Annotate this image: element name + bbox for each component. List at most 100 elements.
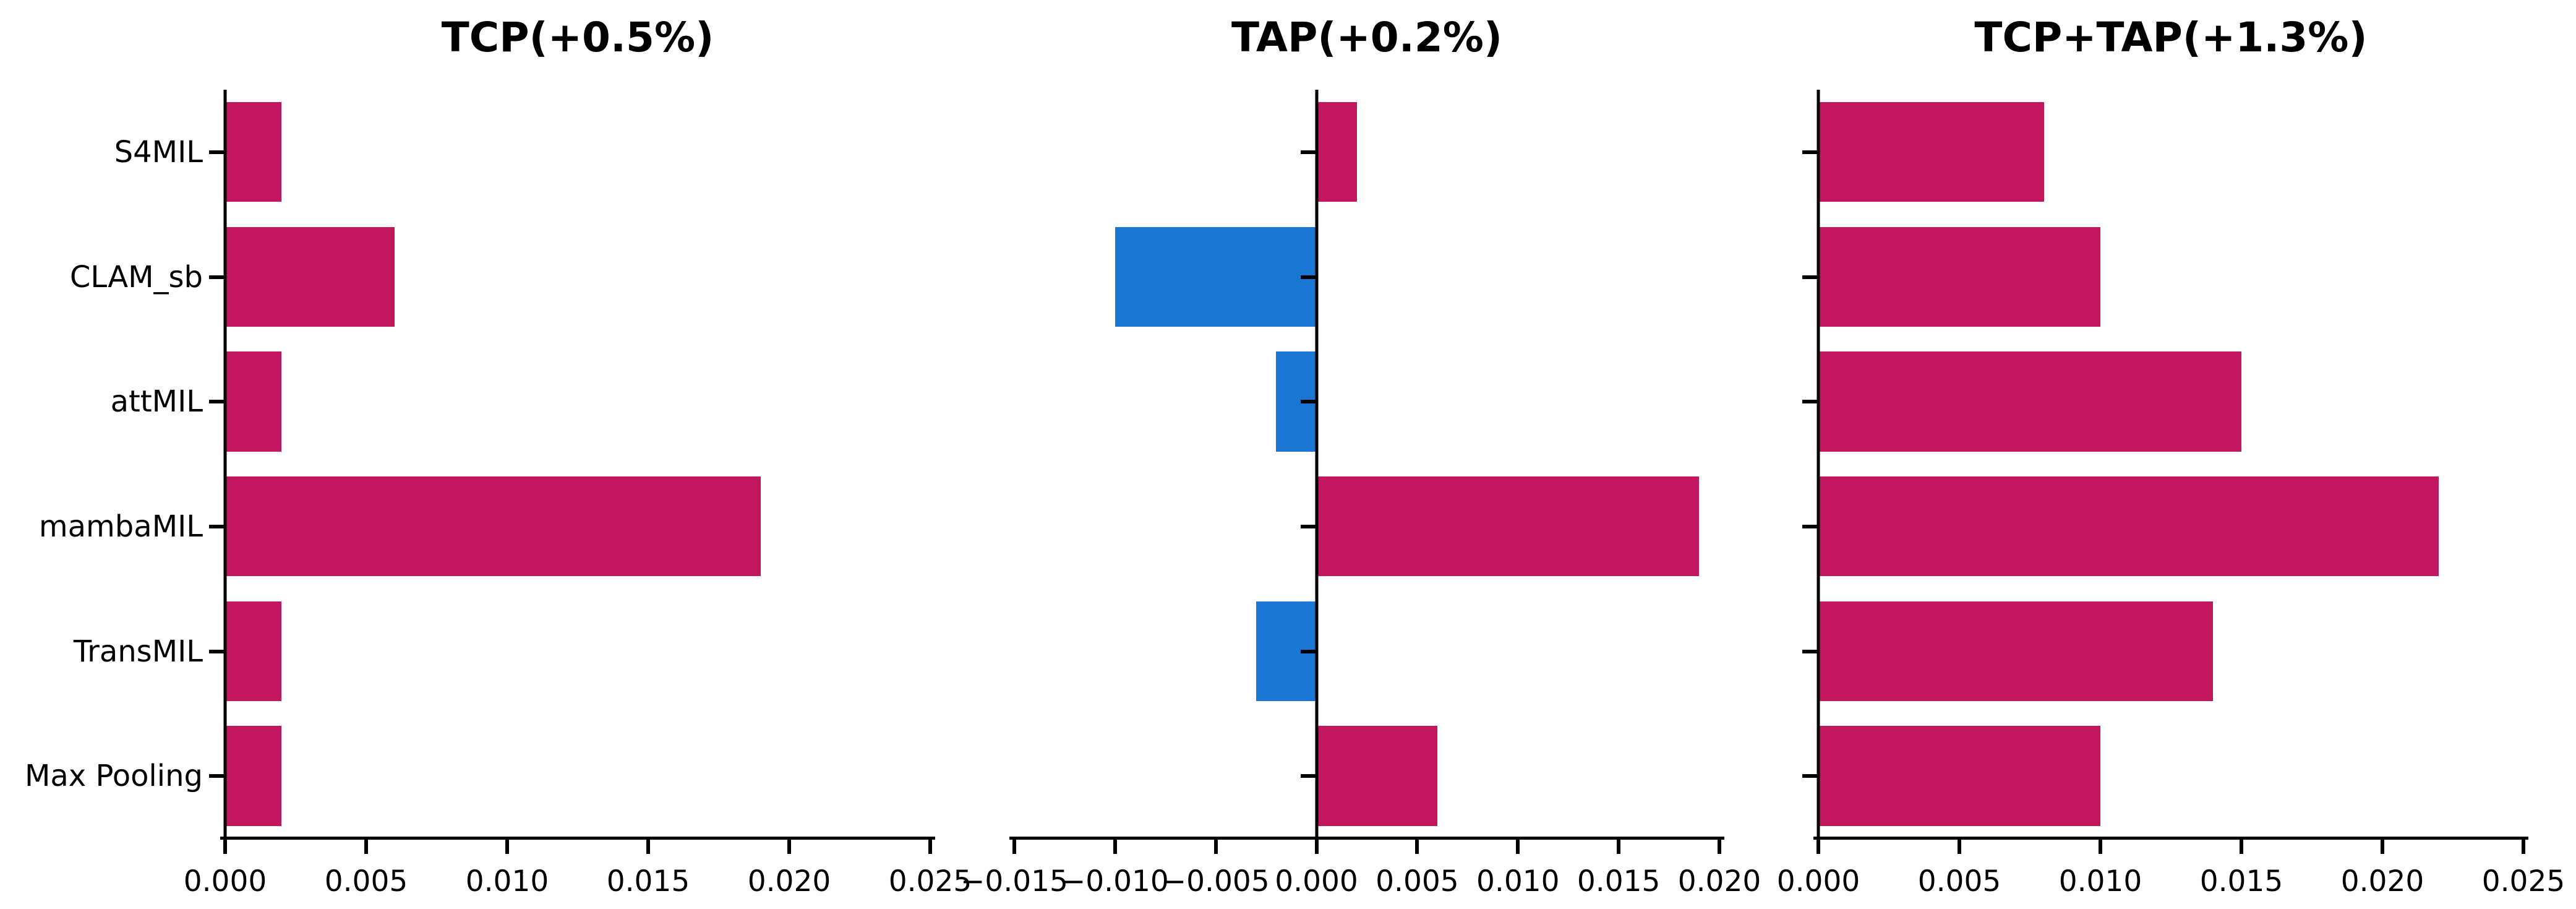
x-tick-label: 0.005: [1376, 864, 1459, 898]
y-tick: [1300, 524, 1317, 528]
bar-row-mambaMIL: [225, 464, 930, 589]
x-tick-label: 0.015: [1577, 864, 1661, 898]
bar-row-Max Pooling: [1818, 713, 2523, 838]
bar-row-S4MIL: [1014, 90, 1719, 215]
y-tick: [1300, 649, 1317, 653]
bar-attMIL: [1818, 351, 2241, 452]
bar-CLAM_sb: [1115, 226, 1317, 327]
x-tick: [1516, 839, 1520, 854]
x-tick-label: 0.020: [2340, 864, 2424, 898]
x-tick-label: 0.015: [2199, 864, 2283, 898]
x-tick: [2099, 839, 2102, 854]
panel-tap-title: TAP(+0.2%): [1231, 14, 1503, 61]
y-tick: [1300, 275, 1317, 279]
x-tick: [1314, 839, 1319, 854]
panel-tcp-title: TCP(+0.5%): [441, 14, 714, 61]
x-tick-label: 0.020: [1677, 864, 1761, 898]
x-tick: [646, 839, 650, 854]
panel-tcp-tap-plot-area: 0.000 0.005 0.010 0.015 0.020 0.025: [1777, 90, 2565, 898]
bar-row-TransMIL: [1818, 589, 2523, 714]
y-tick: [1802, 275, 1818, 279]
bar-attMIL: [225, 351, 282, 452]
bar-CLAM_sb: [1818, 226, 2100, 327]
y-axis-label-Max Pooling: Max Pooling: [24, 759, 203, 794]
bar-S4MIL: [1316, 102, 1357, 202]
y-tick: [209, 649, 225, 653]
y-tick: [1802, 524, 1818, 528]
bar-S4MIL: [1818, 102, 2044, 202]
x-tick-label: 0.010: [1476, 864, 1560, 898]
x-tick-label: 0.015: [606, 864, 690, 898]
bar-Max Pooling: [1818, 726, 2100, 826]
bar-CLAM_sb: [225, 226, 395, 327]
x-tick-label: 0.000: [183, 864, 267, 898]
x-tick: [505, 839, 509, 854]
x-axis-spine: [220, 837, 935, 840]
bar-row-attMIL: [1014, 339, 1719, 464]
x-tick: [2381, 839, 2384, 854]
bar-row-S4MIL: [225, 90, 930, 215]
y-axis-spine: [1315, 90, 1319, 840]
bar-row-TransMIL: [1014, 589, 1719, 714]
bar-row-TransMIL: [225, 589, 930, 714]
x-tick-label: 0.000: [1776, 864, 1860, 898]
y-axis-label-S4MIL: S4MIL: [114, 134, 203, 170]
bar-row-Max Pooling: [1014, 713, 1719, 838]
x-tick: [2522, 839, 2525, 854]
x-tick: [2240, 839, 2243, 854]
x-tick: [223, 839, 227, 854]
bar-Max Pooling: [225, 726, 282, 826]
y-axis-label-attMIL: attMIL: [110, 384, 203, 420]
bar-row-CLAM_sb: [1818, 215, 2523, 340]
panel-tcp: TCP(+0.5%) S4MIL CLAM_sb attMIL mambaMIL Tra…: [25, 14, 972, 898]
x-tick-label: 0.020: [747, 864, 831, 898]
y-tick: [1300, 774, 1317, 778]
x-tick: [1958, 839, 1961, 854]
bar-mambaMIL: [1316, 476, 1700, 577]
x-tick: [928, 839, 932, 854]
y-axis-spine: [1816, 90, 1820, 840]
x-axis-spine: [1813, 837, 2528, 840]
panel-tap: TAP(+0.2%) −0.015 −0.010 −0.005 0.000 0.005 0…: [961, 14, 1761, 898]
bar-row-Max Pooling: [225, 713, 930, 838]
x-tick-label: 0.025: [2481, 864, 2565, 898]
bar-row-mambaMIL: [1014, 464, 1719, 589]
y-axis-label-mambaMIL: mambaMIL: [38, 509, 203, 544]
y-axis-spine: [223, 90, 227, 840]
x-tick: [1213, 839, 1218, 854]
y-tick: [1802, 774, 1818, 778]
x-tick-label: 0.005: [1917, 864, 2001, 898]
y-axis-label-TransMIL: TransMIL: [73, 634, 203, 669]
panel-tcp-plot-area: S4MIL CLAM_sb attMIL mambaMIL TransMIL Max Po…: [25, 90, 972, 898]
x-axis-spine: [1009, 837, 1724, 840]
x-tick-label: 0.010: [2058, 864, 2142, 898]
y-tick: [209, 275, 225, 279]
y-tick: [209, 150, 225, 154]
bar-TransMIL: [225, 601, 282, 702]
x-tick-label: −0.015: [961, 864, 1068, 898]
bar-Max Pooling: [1316, 726, 1437, 826]
y-tick: [1300, 400, 1317, 404]
y-tick: [209, 774, 225, 778]
bar-row-attMIL: [225, 339, 930, 464]
y-tick: [1802, 649, 1818, 653]
x-tick-label: 0.025: [888, 864, 972, 898]
bar-TransMIL: [1818, 601, 2214, 702]
x-tick-label: 0.000: [1275, 864, 1358, 898]
x-tick-label: 0.010: [465, 864, 549, 898]
y-axis-label-CLAM_sb: CLAM_sb: [69, 259, 203, 295]
y-tick: [209, 524, 225, 528]
bar-row-S4MIL: [1818, 90, 2523, 215]
x-tick: [787, 839, 791, 854]
x-tick: [1718, 839, 1721, 854]
bar-mambaMIL: [1818, 476, 2439, 577]
x-tick-label: −0.010: [1061, 864, 1169, 898]
x-tick: [1816, 839, 1820, 854]
x-tick: [1012, 839, 1016, 854]
panel-tcp-tap-title: TCP+TAP(+1.3%): [1974, 14, 2368, 61]
y-tick: [1802, 400, 1818, 404]
y-tick: [1300, 150, 1317, 154]
bar-S4MIL: [225, 102, 282, 202]
y-tick: [1802, 150, 1818, 154]
